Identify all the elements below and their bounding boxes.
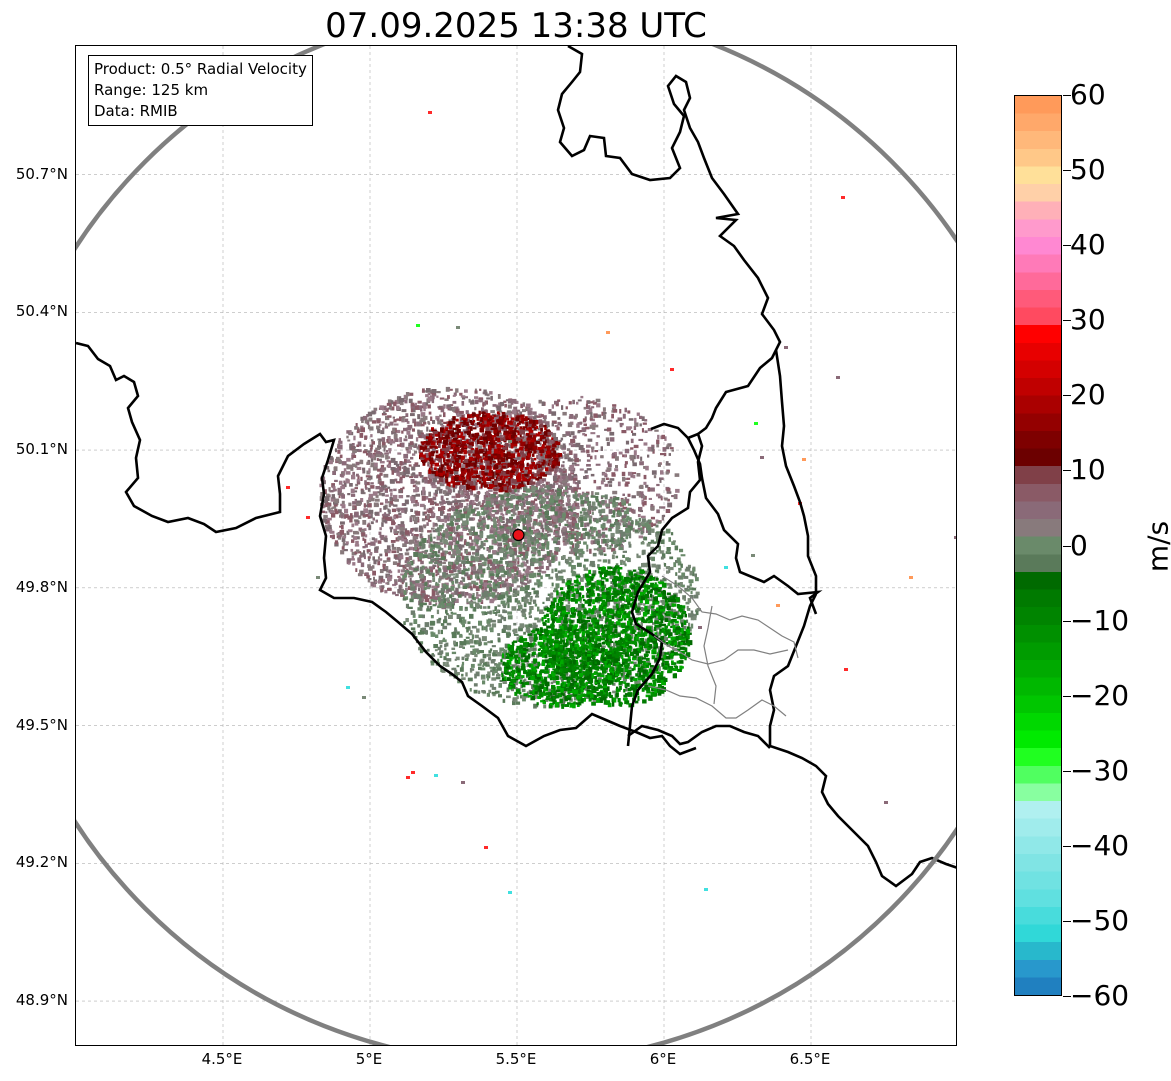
colorbar-tick [1063,245,1071,247]
colorbar-tick [1063,695,1071,697]
colorbar-tick-label: −20 [1070,678,1130,712]
colorbar-tick-label: −10 [1070,603,1130,637]
lon-tick-label: 4.5°E [201,1050,243,1068]
chart-title: 07.09.2025 13:38 UTC [325,6,707,46]
lon-tick-label: 6°E [649,1050,677,1068]
radar-site-marker[interactable] [512,528,525,542]
colorbar-tick-label: −40 [1070,828,1130,862]
colorbar-tick-label: 0 [1070,528,1088,562]
lon-tick-label: 6.5°E [789,1050,831,1068]
info-range: Range: 125 km [94,81,209,99]
colorbar-tick [1063,620,1071,622]
colorbar-tick [1063,920,1071,922]
info-box: Product: 0.5° Radial Velocity Range: 125… [88,55,313,126]
lat-tick-label: 49.2°N [15,853,68,872]
border-de-fr-south [768,593,956,888]
colorbar-tick-label: 50 [1070,153,1106,187]
colorbar-tick [1063,320,1071,322]
lat-tick-label: 49.5°N [15,715,68,734]
info-product: Product: 0.5° Radial Velocity [94,60,307,78]
lat-tick-label: 50.7°N [15,164,68,183]
admin-border-lu-4 [703,605,717,705]
colorbar-tick-label: −30 [1070,753,1130,787]
colorbar-tick [1063,395,1071,397]
colorbar-tick-label: 20 [1070,378,1106,412]
radar-map[interactable] [75,45,957,1046]
colorbar-tick [1063,996,1071,997]
info-data-source: Data: RMIB [94,102,178,120]
colorbar-unit-label: m/s [1141,520,1171,573]
colorbar-tick-label: −60 [1070,979,1130,1012]
lat-tick-label: 50.1°N [15,440,68,459]
admin-border-lu-1 [661,575,799,659]
colorbar-tick [1063,470,1071,472]
lat-tick-label: 49.8°N [15,577,68,596]
colorbar-tick [1063,545,1071,547]
lon-tick-label: 5.5°E [495,1050,537,1068]
admin-border-lu-3 [647,685,787,719]
colorbar-tick-label: 10 [1070,453,1106,487]
colorbar-tick-label: 30 [1070,303,1106,337]
lat-tick-label: 50.4°N [15,302,68,321]
colorbar-tick [1063,845,1071,847]
border-lu-fr [627,724,771,749]
border-be-de [556,46,782,436]
admin-border-lu-2 [653,635,789,665]
border-be-fr-west [76,341,697,756]
colorbar-tick-label: 60 [1070,78,1106,111]
colorbar-tick [1063,770,1071,772]
velocity-echoes [286,111,956,894]
colorbar-tick [1063,95,1071,96]
velocity-colorbar [1014,95,1062,996]
colorbar-tick-label: −50 [1070,903,1130,937]
country-borders [76,46,956,888]
border-be-lu [626,422,704,747]
lat-tick-label: 48.9°N [15,991,68,1010]
border-lu-de [686,437,823,615]
lon-tick-label: 5°E [355,1050,383,1068]
colorbar-tick [1063,170,1071,172]
colorbar-tick-label: 40 [1070,228,1106,262]
border-de-east [774,349,818,592]
map-canvas [76,46,956,1045]
